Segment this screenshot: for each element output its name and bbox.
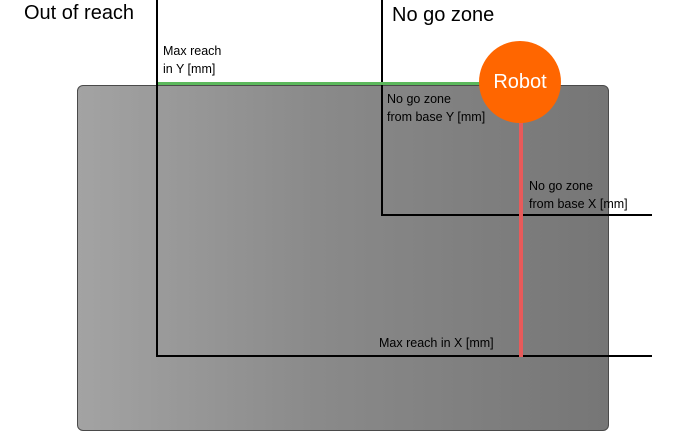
max-reach-y-line (158, 82, 480, 85)
no-go-zone-label: No go zone (392, 4, 495, 26)
no-go-zone-base-y-label-line2: from base Y [mm] (387, 110, 486, 124)
no-go-zone-horizontal-line (381, 214, 652, 216)
no-go-zone-base-y-label: No go zone from base Y [mm] (387, 90, 485, 126)
no-go-zone-base-y-label-line1: No go zone (387, 92, 451, 106)
max-reach-x-line (519, 120, 523, 357)
robot: Robot (479, 41, 561, 123)
no-go-zone-base-x-label-line2: from base X [mm] (529, 197, 628, 211)
max-reach-y-label: Max reach in Y [mm] (163, 42, 221, 78)
out-of-reach-vertical-line (156, 0, 158, 357)
no-go-zone-base-x-label-line1: No go zone (529, 179, 593, 193)
robot-label: Robot (493, 70, 547, 93)
max-reach-y-label-line1: Max reach (163, 44, 222, 58)
max-reach-x-boundary-line (156, 355, 652, 357)
out-of-reach-label: Out of reach (24, 2, 135, 24)
no-go-zone-base-x-label: No go zone from base X [mm] (529, 177, 628, 213)
max-reach-y-label-line2: in Y [mm] (163, 62, 216, 76)
no-go-zone-vertical-line (381, 0, 383, 216)
max-reach-x-label: Max reach in X [mm] (379, 336, 494, 350)
